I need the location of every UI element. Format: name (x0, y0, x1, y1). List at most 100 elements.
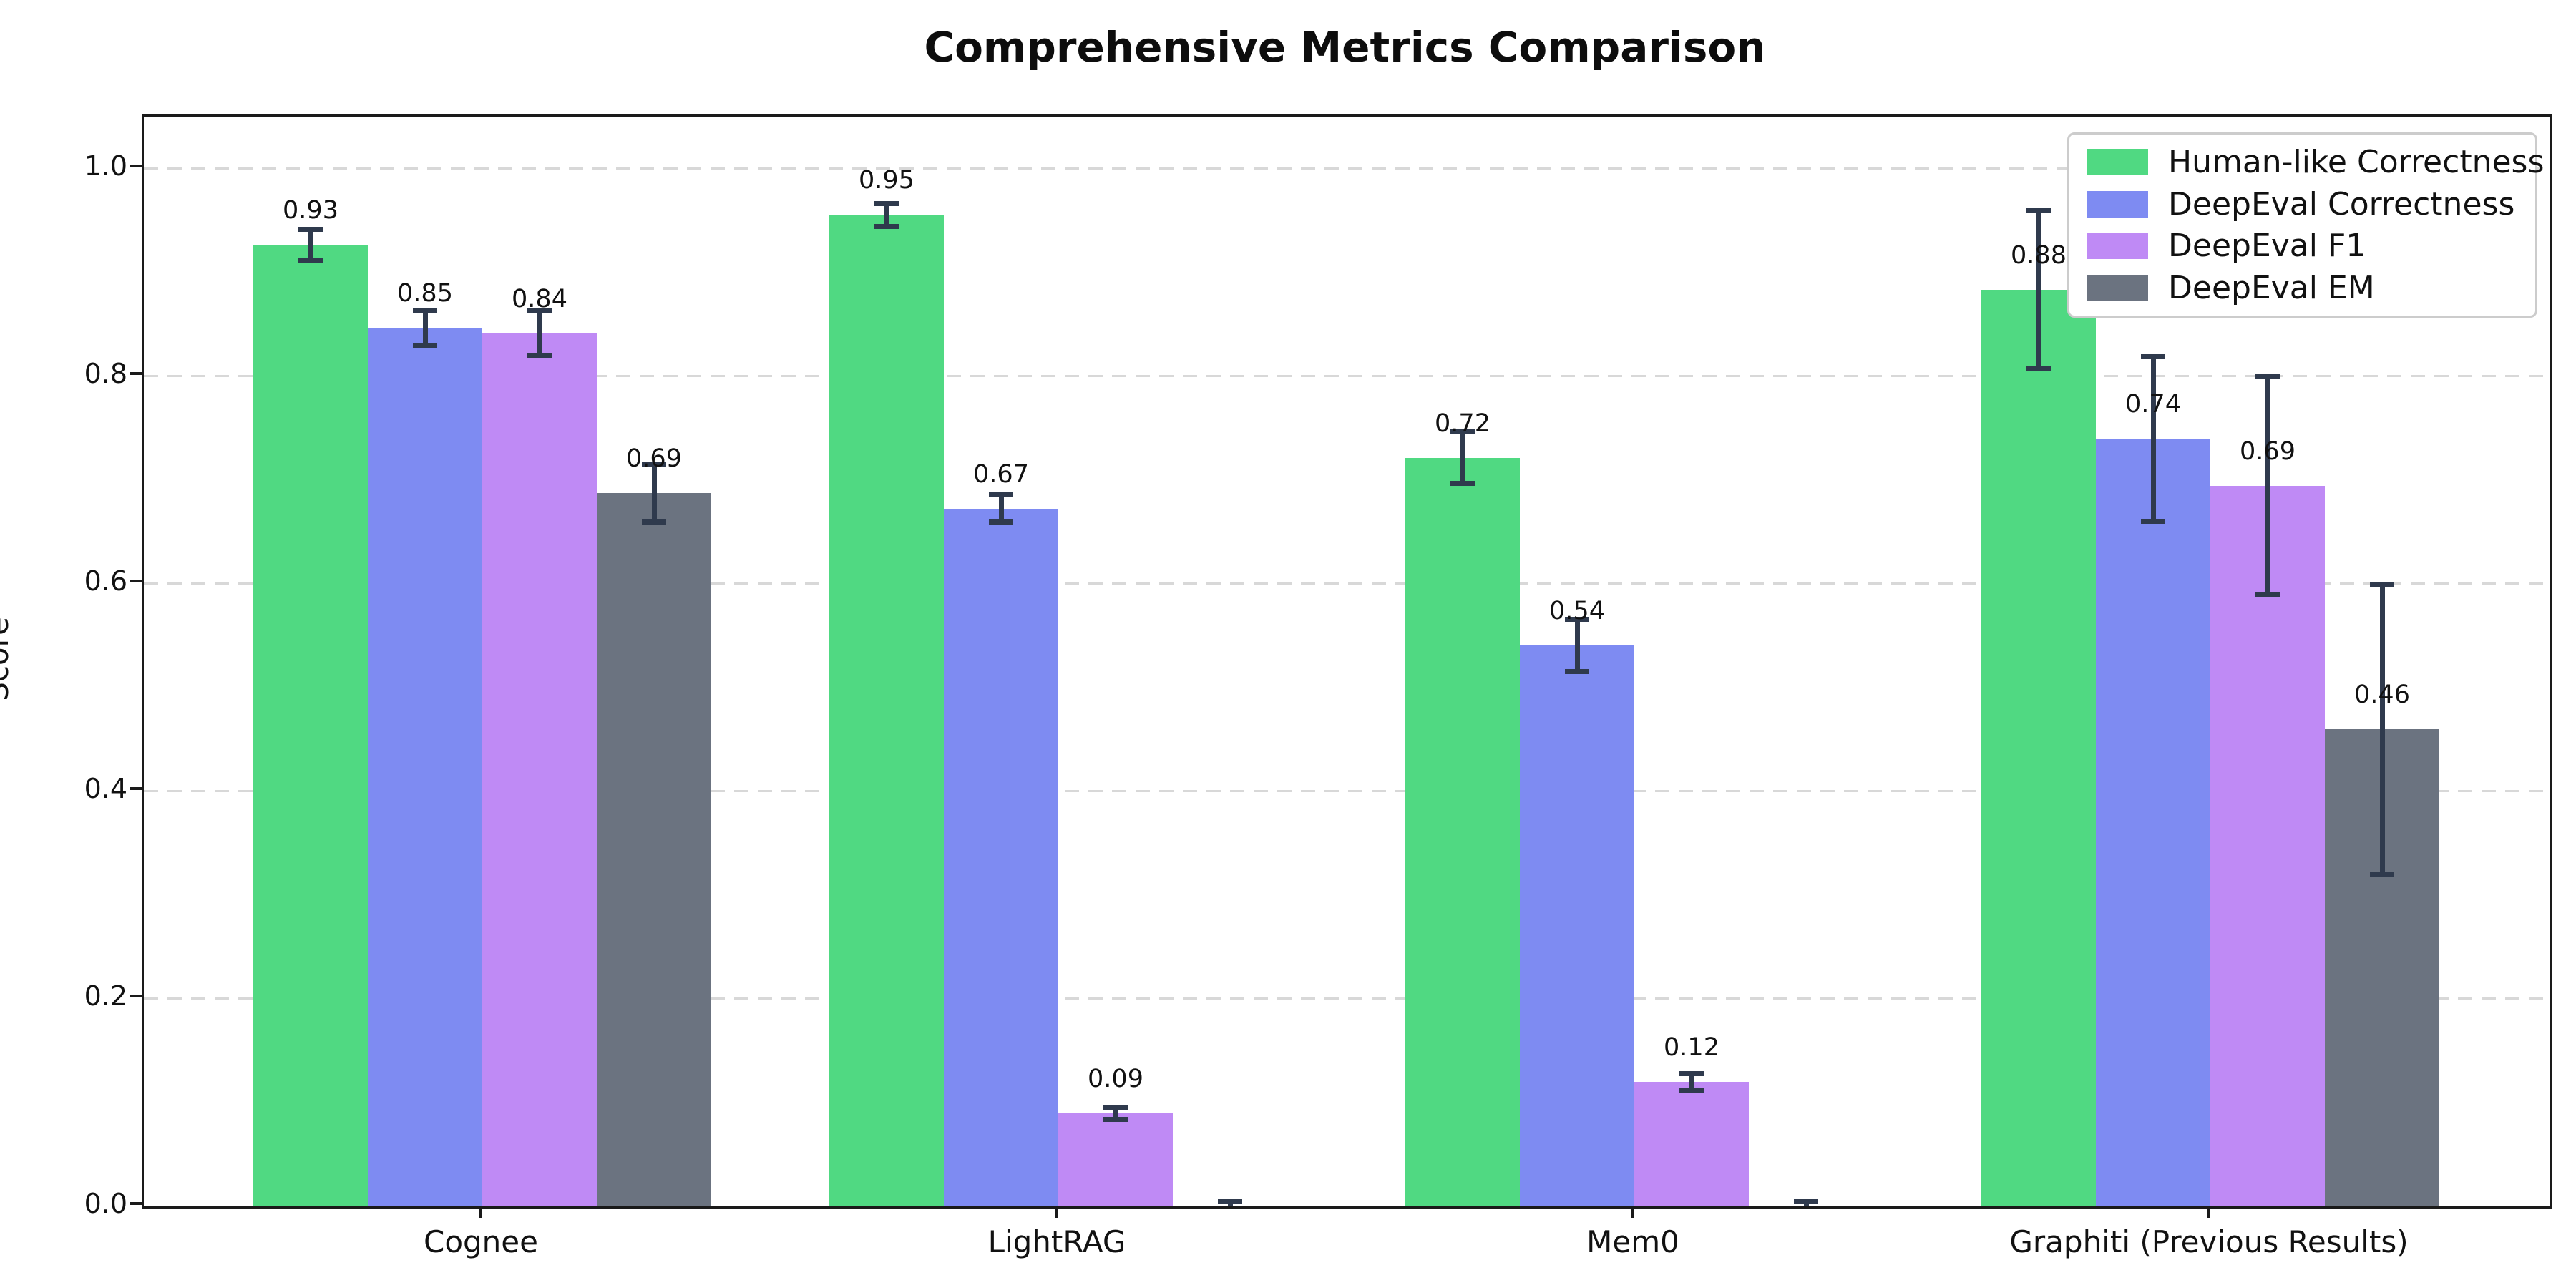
bar (829, 215, 944, 1206)
x-tick-mark (1055, 1206, 1058, 1218)
bar (2210, 485, 2325, 1206)
error-bar (537, 310, 542, 356)
error-bar-cap (1679, 1088, 1704, 1093)
bar-value-label: 0.95 (859, 166, 914, 195)
x-tick-label: Cognee (424, 1224, 538, 1259)
bar-value-label: 0.69 (2240, 436, 2296, 466)
gridline (144, 167, 2550, 170)
error-bar-cap (1218, 1199, 1242, 1204)
bar (1981, 289, 2096, 1206)
x-tick-label: Mem0 (1586, 1224, 1679, 1259)
bar-value-label: 0.88 (2011, 240, 2067, 270)
error-bar (1689, 1073, 1694, 1091)
bar (253, 245, 368, 1206)
error-bar (2036, 210, 2041, 369)
gridline (144, 582, 2550, 585)
gridline (144, 997, 2550, 1000)
error-bar-cap (527, 308, 552, 313)
x-tick-label: LightRAG (987, 1224, 1126, 1259)
error-bar-cap (989, 519, 1013, 525)
bar (1634, 1082, 1749, 1206)
error-bar-cap (298, 258, 323, 263)
legend-label: DeepEval F1 (2168, 228, 2366, 265)
legend-swatch-icon (2087, 149, 2148, 176)
bar-value-label: 0.84 (512, 284, 567, 313)
y-tick-label: 0.0 (84, 1188, 127, 1219)
bar (1520, 645, 1634, 1206)
error-bar-cap (1794, 1199, 1818, 1204)
bar (597, 492, 711, 1206)
error-bar-cap (874, 223, 899, 229)
bar (1058, 1113, 1173, 1206)
y-tick-mark (130, 165, 142, 167)
bar (944, 508, 1058, 1206)
error-bar (1460, 431, 1465, 484)
error-bar-cap (1450, 429, 1475, 434)
y-tick-mark (130, 1202, 142, 1205)
bar (482, 333, 597, 1206)
error-bar-cap (1679, 1071, 1704, 1077)
error-bar-cap (298, 227, 323, 233)
legend-swatch-icon (2087, 190, 2148, 218)
error-bar-cap (413, 343, 437, 348)
legend-label: Human-like Correctness (2168, 144, 2545, 181)
y-axis-label: Score (0, 617, 15, 701)
error-bar-cap (2370, 581, 2394, 587)
error-bar-cap (1450, 481, 1475, 487)
bar-value-label: 0.54 (1549, 597, 1605, 625)
y-tick-mark (130, 580, 142, 582)
x-tick-mark (1631, 1206, 1634, 1218)
y-tick-mark (130, 787, 142, 790)
bar-value-label: 0.46 (2354, 680, 2410, 710)
legend-swatch-icon (2087, 274, 2148, 301)
gridline (144, 375, 2550, 377)
bar-value-label: 0.74 (2125, 390, 2181, 419)
error-bar (998, 494, 1004, 522)
legend-item: DeepEval EM (2087, 270, 2535, 306)
y-tick-mark (130, 372, 142, 375)
bar (2096, 439, 2210, 1206)
error-bar-cap (642, 461, 666, 467)
error-bar (422, 310, 428, 346)
x-tick-mark (2207, 1206, 2210, 1218)
x-tick-mark (479, 1206, 482, 1218)
bar-value-label: 0.69 (626, 444, 682, 473)
y-tick-label: 1.0 (84, 150, 127, 182)
error-bar-cap (413, 308, 437, 313)
error-bar-cap (2026, 208, 2051, 213)
error-bar (1113, 1107, 1118, 1120)
legend-item: DeepEval F1 (2087, 228, 2535, 264)
error-bar-cap (1103, 1104, 1128, 1110)
legend-swatch-icon (2087, 233, 2148, 260)
error-bar (884, 203, 889, 227)
bar-value-label: 0.12 (1664, 1033, 1719, 1063)
bar-value-label: 0.09 (1088, 1064, 1143, 1093)
error-bar (2265, 376, 2270, 595)
error-bar (1574, 619, 1580, 672)
error-bar-cap (989, 492, 1013, 498)
legend-label: DeepEval EM (2168, 269, 2375, 306)
y-tick-mark (130, 995, 142, 997)
bar-value-label: 0.93 (283, 196, 338, 225)
bar (368, 328, 482, 1206)
error-bar-cap (1565, 668, 1589, 674)
gridline (144, 790, 2550, 792)
legend-item: DeepEval Correctness (2087, 186, 2535, 223)
y-tick-label: 0.4 (84, 773, 127, 804)
bar (1405, 457, 1520, 1206)
error-bar-cap (642, 519, 666, 525)
error-bar-cap (2026, 366, 2051, 371)
x-tick-label: Graphiti (Previous Results) (2009, 1224, 2409, 1259)
bar-value-label: 0.85 (397, 279, 453, 308)
error-bar-cap (1565, 617, 1589, 623)
chart-title: Comprehensive Metrics Comparison (924, 23, 1766, 72)
legend-label: DeepEval Correctness (2168, 185, 2515, 223)
y-tick-label: 0.2 (84, 980, 127, 1012)
error-bar-cap (527, 353, 552, 358)
error-bar-cap (2255, 374, 2280, 379)
bar-value-label: 0.67 (973, 459, 1029, 489)
legend: Human-like Correctness DeepEval Correctn… (2067, 132, 2544, 318)
error-bar-cap (2141, 518, 2165, 524)
error-bar-cap (874, 200, 899, 206)
